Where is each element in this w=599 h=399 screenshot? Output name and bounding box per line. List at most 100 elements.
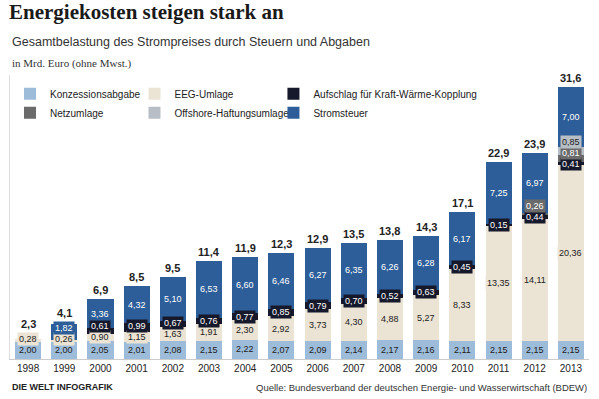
svg-text:0,81: 0,81 bbox=[562, 148, 580, 158]
svg-text:8,33: 8,33 bbox=[453, 300, 471, 310]
svg-text:1998: 1998 bbox=[17, 363, 40, 374]
svg-text:0,85: 0,85 bbox=[272, 307, 290, 317]
svg-text:3,36: 3,36 bbox=[91, 309, 109, 319]
svg-text:0,26: 0,26 bbox=[55, 334, 73, 344]
svg-text:Offshore-Haftungsumlage: Offshore-Haftungsumlage bbox=[174, 108, 289, 119]
svg-text:11,9: 11,9 bbox=[235, 242, 256, 254]
svg-text:2009: 2009 bbox=[415, 363, 438, 374]
svg-text:2,17: 2,17 bbox=[381, 345, 399, 355]
svg-text:6,53: 6,53 bbox=[200, 284, 218, 294]
svg-text:2012: 2012 bbox=[524, 363, 547, 374]
svg-text:20,36: 20,36 bbox=[559, 248, 582, 258]
svg-text:0,76: 0,76 bbox=[200, 316, 218, 326]
svg-text:2002: 2002 bbox=[162, 363, 185, 374]
svg-text:22,9: 22,9 bbox=[488, 147, 509, 159]
svg-text:2013: 2013 bbox=[560, 363, 583, 374]
svg-text:6,60: 6,60 bbox=[236, 280, 254, 290]
svg-text:2,07: 2,07 bbox=[272, 345, 290, 355]
svg-text:2,14: 2,14 bbox=[345, 345, 363, 355]
svg-text:4,30: 4,30 bbox=[345, 317, 363, 327]
svg-text:17,1: 17,1 bbox=[452, 197, 473, 209]
svg-text:14,3: 14,3 bbox=[416, 221, 437, 233]
svg-text:9,5: 9,5 bbox=[165, 262, 180, 274]
svg-text:23,9: 23,9 bbox=[524, 138, 545, 150]
svg-text:12,9: 12,9 bbox=[307, 233, 328, 245]
svg-text:2,15: 2,15 bbox=[200, 345, 218, 355]
svg-text:1,63: 1,63 bbox=[164, 329, 182, 339]
svg-text:Aufschlag für Kraft-Wärme-Kopp: Aufschlag für Kraft-Wärme-Kopplung bbox=[313, 89, 476, 100]
svg-text:0,77: 0,77 bbox=[236, 312, 254, 322]
svg-text:2000: 2000 bbox=[89, 363, 112, 374]
svg-text:2003: 2003 bbox=[198, 363, 221, 374]
svg-text:2,01: 2,01 bbox=[128, 345, 146, 355]
svg-text:Gesamtbelastung des Strompreis: Gesamtbelastung des Strompreises durch S… bbox=[12, 35, 370, 49]
svg-text:14,11: 14,11 bbox=[524, 275, 546, 285]
svg-text:2,11: 2,11 bbox=[454, 345, 471, 355]
svg-text:2,30: 2,30 bbox=[236, 325, 254, 335]
svg-text:0,45: 0,45 bbox=[453, 262, 471, 272]
svg-text:2,15: 2,15 bbox=[562, 345, 580, 355]
svg-text:1,82: 1,82 bbox=[55, 323, 73, 333]
svg-text:1999: 1999 bbox=[53, 363, 76, 374]
svg-text:2,00: 2,00 bbox=[55, 345, 73, 355]
svg-text:11,4: 11,4 bbox=[198, 246, 220, 258]
svg-text:Energiekosten steigen stark an: Energiekosten steigen stark an bbox=[9, 0, 284, 24]
svg-text:0,61: 0,61 bbox=[91, 321, 109, 331]
svg-text:2,92: 2,92 bbox=[272, 324, 290, 334]
svg-text:31,6: 31,6 bbox=[560, 72, 581, 84]
svg-text:0,79: 0,79 bbox=[309, 301, 327, 311]
svg-text:2,3: 2,3 bbox=[21, 318, 36, 330]
svg-text:2004: 2004 bbox=[234, 363, 257, 374]
svg-text:6,17: 6,17 bbox=[453, 234, 471, 244]
svg-text:0,26: 0,26 bbox=[526, 201, 544, 211]
svg-text:2,09: 2,09 bbox=[309, 345, 327, 355]
svg-text:0,15: 0,15 bbox=[490, 220, 508, 230]
svg-text:0,70: 0,70 bbox=[345, 296, 363, 306]
svg-text:0,52: 0,52 bbox=[381, 291, 399, 301]
svg-text:Konzessionsabgabe: Konzessionsabgabe bbox=[50, 89, 141, 100]
svg-text:0,41: 0,41 bbox=[562, 159, 580, 169]
svg-text:2,05: 2,05 bbox=[91, 345, 109, 355]
svg-text:12,3: 12,3 bbox=[271, 238, 292, 250]
svg-text:2,15: 2,15 bbox=[490, 345, 508, 355]
svg-text:2,08: 2,08 bbox=[164, 345, 182, 355]
svg-text:2011: 2011 bbox=[488, 363, 510, 374]
svg-text:0,63: 0,63 bbox=[417, 287, 435, 297]
svg-text:1,91: 1,91 bbox=[200, 327, 218, 337]
svg-text:4,1: 4,1 bbox=[57, 307, 72, 319]
svg-text:0,28: 0,28 bbox=[19, 334, 37, 344]
svg-text:in Mrd. Euro (ohne Mwst.): in Mrd. Euro (ohne Mwst.) bbox=[12, 57, 131, 70]
svg-text:2,22: 2,22 bbox=[236, 344, 254, 354]
svg-text:Netzumlage: Netzumlage bbox=[50, 108, 104, 119]
svg-text:2,00: 2,00 bbox=[19, 345, 37, 355]
svg-text:2,15: 2,15 bbox=[526, 345, 544, 355]
svg-text:6,28: 6,28 bbox=[417, 258, 435, 268]
svg-text:7,00: 7,00 bbox=[562, 112, 580, 122]
svg-text:2001: 2001 bbox=[126, 363, 149, 374]
svg-text:3,73: 3,73 bbox=[309, 320, 327, 330]
svg-text:DIE WELT INFOGRAFIK: DIE WELT INFOGRAFIK bbox=[12, 382, 113, 392]
svg-text:13,35: 13,35 bbox=[487, 278, 510, 288]
svg-text:1,15: 1,15 bbox=[128, 332, 146, 342]
svg-text:13,8: 13,8 bbox=[379, 225, 400, 237]
svg-text:6,26: 6,26 bbox=[381, 262, 399, 272]
svg-text:6,9: 6,9 bbox=[93, 284, 108, 296]
svg-text:5,27: 5,27 bbox=[417, 313, 435, 323]
svg-text:0,44: 0,44 bbox=[526, 212, 544, 222]
svg-text:0,90: 0,90 bbox=[91, 332, 109, 342]
svg-text:2010: 2010 bbox=[451, 363, 474, 374]
svg-text:2008: 2008 bbox=[379, 363, 402, 374]
svg-text:Stromsteuer: Stromsteuer bbox=[313, 108, 368, 119]
svg-text:EEG-Umlage: EEG-Umlage bbox=[174, 89, 233, 100]
svg-text:4,32: 4,32 bbox=[128, 300, 146, 310]
svg-text:2007: 2007 bbox=[343, 363, 366, 374]
svg-text:0,99: 0,99 bbox=[128, 321, 146, 331]
svg-text:0,67: 0,67 bbox=[164, 318, 182, 328]
svg-text:8,5: 8,5 bbox=[129, 271, 144, 283]
svg-text:5,10: 5,10 bbox=[164, 294, 182, 304]
svg-text:7,25: 7,25 bbox=[490, 188, 508, 198]
svg-text:4,88: 4,88 bbox=[381, 314, 399, 324]
svg-text:2005: 2005 bbox=[270, 363, 293, 374]
svg-text:0,85: 0,85 bbox=[562, 137, 580, 147]
svg-text:13,5: 13,5 bbox=[343, 228, 364, 240]
